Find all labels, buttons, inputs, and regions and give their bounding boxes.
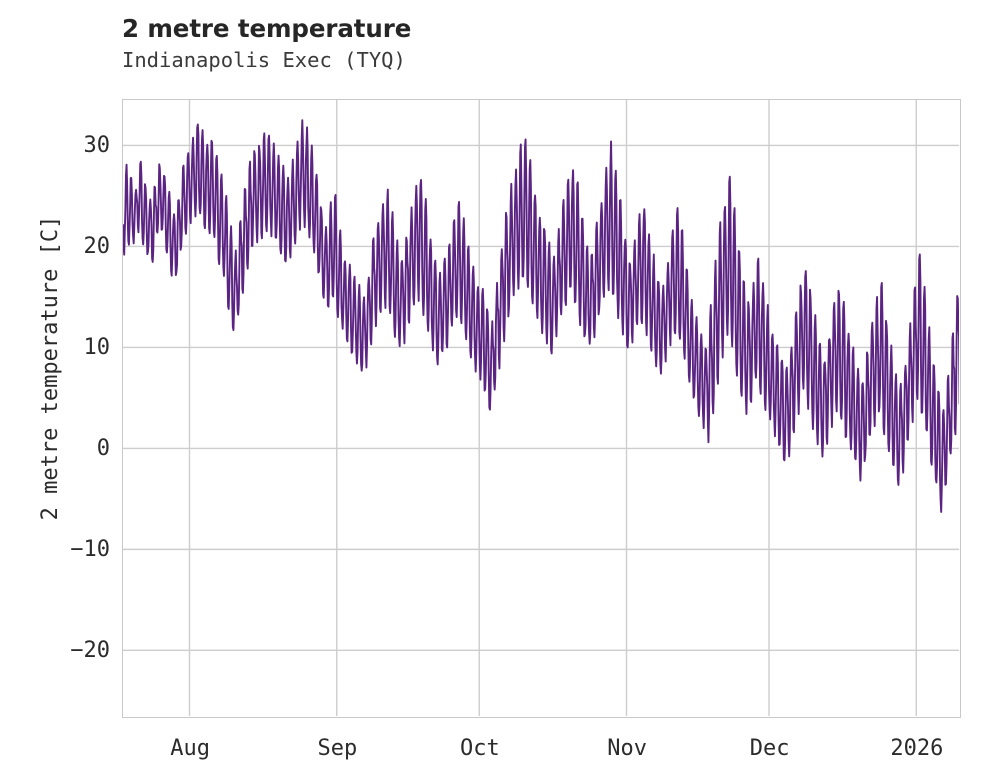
x-tick-labels: Aug Sep Oct Nov Dec 2026: [0, 738, 981, 778]
y-tick-label: −10: [70, 536, 110, 562]
x-tick-label: Aug: [170, 736, 210, 761]
grid-lines: [123, 100, 959, 716]
time-series-plot: [123, 100, 959, 716]
x-tick-label: Nov: [607, 736, 647, 761]
y-tick-labels: 30 20 10 0 −10 −20: [0, 0, 110, 782]
chart-subtitle: Indianapolis Exec (TYQ): [122, 48, 406, 72]
series-line: [123, 119, 959, 513]
x-tick-label: Oct: [459, 736, 500, 761]
x-tick-label: Dec: [749, 736, 790, 761]
series-lines: [123, 119, 959, 513]
y-tick-label: 0: [96, 435, 110, 461]
y-tick-label: 30: [83, 133, 111, 159]
title-block: 2 metre temperature Indianapolis Exec (T…: [122, 14, 822, 74]
y-tick-label: 10: [83, 335, 111, 360]
x-tick-label: Sep: [317, 736, 358, 761]
plot-area: [122, 99, 961, 718]
y-tick-label: 20: [83, 234, 111, 260]
page-title: 2 metre temperature: [122, 14, 412, 43]
x-tick-label: 2026: [890, 736, 944, 761]
y-tick-label: −20: [70, 637, 110, 663]
